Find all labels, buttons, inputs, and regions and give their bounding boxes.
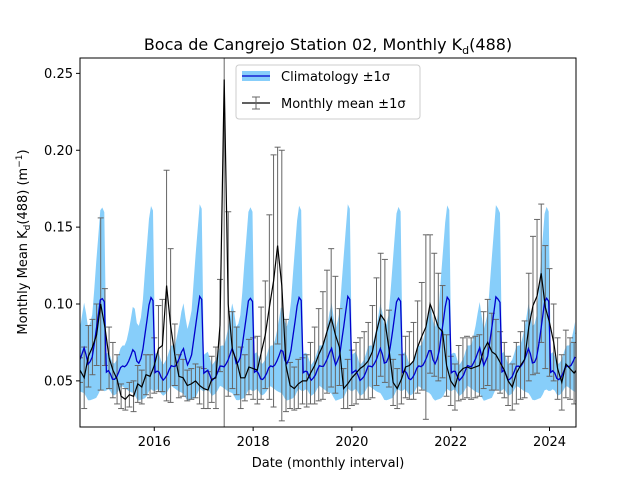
legend: Climatology ±1σ Monthly mean ±1σ — [235, 64, 421, 120]
y-axis-ticks: 0.05 0.10 0.15 0.20 0.25 — [44, 67, 80, 389]
y-tick-label: 0.15 — [44, 221, 73, 236]
legend-monthly-label: Monthly mean ±1σ — [281, 97, 406, 112]
x-tick-label: 2016 — [138, 435, 171, 450]
legend-item-climatology: Climatology ±1σ — [242, 70, 390, 85]
x-tick-label: 2024 — [533, 435, 566, 450]
y-tick-label: 0.10 — [44, 298, 73, 313]
y-tick-label: 0.05 — [44, 374, 73, 389]
x-tick-label: 2020 — [335, 435, 368, 450]
x-tick-label: 2018 — [237, 435, 270, 450]
legend-climatology-label: Climatology ±1σ — [281, 70, 390, 85]
monthly-mean-line — [80, 79, 576, 401]
x-axis-label: Date (monthly interval) — [252, 456, 405, 471]
y-axis-label: Monthly Mean Kd(488) (m−1) — [15, 149, 33, 334]
chart-title: Boca de Cangrejo Station 02, Monthly Kd(… — [144, 35, 512, 57]
plot-frame — [79, 57, 577, 428]
y-tick-label: 0.25 — [44, 67, 73, 82]
y-tick-label: 0.20 — [44, 144, 73, 159]
x-tick-label: 2022 — [434, 435, 467, 450]
x-axis-ticks: 2016 2018 2020 2022 2024 — [138, 427, 566, 450]
plot-area — [80, 58, 576, 427]
legend-box — [235, 64, 421, 120]
legend-item-monthly: Monthly mean ±1σ — [242, 96, 406, 112]
climatology-band — [80, 204, 576, 401]
climatology-mean-line — [80, 294, 576, 382]
